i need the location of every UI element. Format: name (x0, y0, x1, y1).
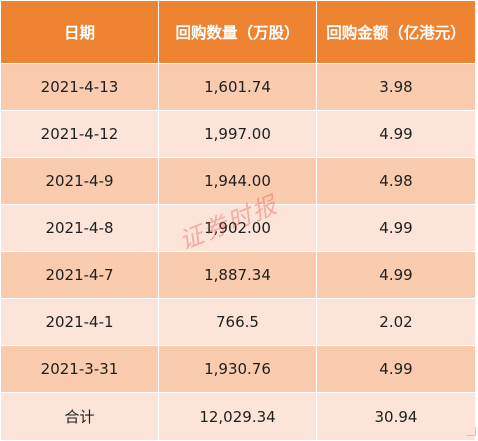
amount-cell: 4.99 (379, 219, 413, 237)
header-quantity: 回购数量（万股） (159, 1, 317, 63)
amount-cell: 3.98 (379, 78, 413, 96)
quantity-cell: 1,601.74 (159, 64, 317, 110)
date-cell: 2021-4-9 (1, 158, 159, 204)
amount-cell: 2.02 (379, 313, 413, 331)
total-quantity: 12,029.34 (159, 393, 317, 440)
amount-cell: 4.99 (379, 125, 413, 143)
table-row: 2021-4-9 1,944.00 4.98 (1, 158, 475, 205)
date-cell: 2021-3-31 (1, 346, 159, 392)
date-cell: 2021-4-1 (1, 299, 159, 345)
amount-cell: 4.98 (379, 172, 413, 190)
date-cell: 2021-4-7 (1, 252, 159, 298)
total-amount: 30.94 (374, 407, 418, 426)
table-row: 2021-4-13 1,601.74 3.98 (1, 64, 475, 111)
header-date: 日期 (1, 1, 159, 63)
quantity-cell: 1,902.00 (159, 205, 317, 251)
quantity-cell: 766.5 (159, 299, 317, 345)
date-cell: 2021-4-8 (1, 205, 159, 251)
quantity-cell: 1,944.00 (159, 158, 317, 204)
table-row: 2021-4-12 1,997.00 4.99 (1, 111, 475, 158)
header-amount: 回购金额（亿港元） (326, 24, 466, 42)
table-row: 2021-4-1 766.5 2.02 (1, 299, 475, 346)
table-total-row: 合计 12,029.34 30.94 (1, 393, 475, 441)
quantity-cell: 1,930.76 (159, 346, 317, 392)
date-cell: 2021-4-13 (1, 64, 159, 110)
resize-corner-icon (467, 427, 476, 436)
date-cell: 2021-4-12 (1, 111, 159, 157)
amount-cell: 4.99 (379, 266, 413, 284)
table-header-row: 日期 回购数量（万股） 回购金额（亿港元） (1, 1, 475, 64)
total-label: 合计 (1, 393, 159, 440)
table-row: 2021-4-8 1,902.00 4.99 (1, 205, 475, 252)
quantity-cell: 1,997.00 (159, 111, 317, 157)
table-row: 2021-4-7 1,887.34 4.99 (1, 252, 475, 299)
amount-cell: 4.99 (379, 360, 413, 378)
table-row: 2021-3-31 1,930.76 4.99 (1, 346, 475, 393)
quantity-cell: 1,887.34 (159, 252, 317, 298)
